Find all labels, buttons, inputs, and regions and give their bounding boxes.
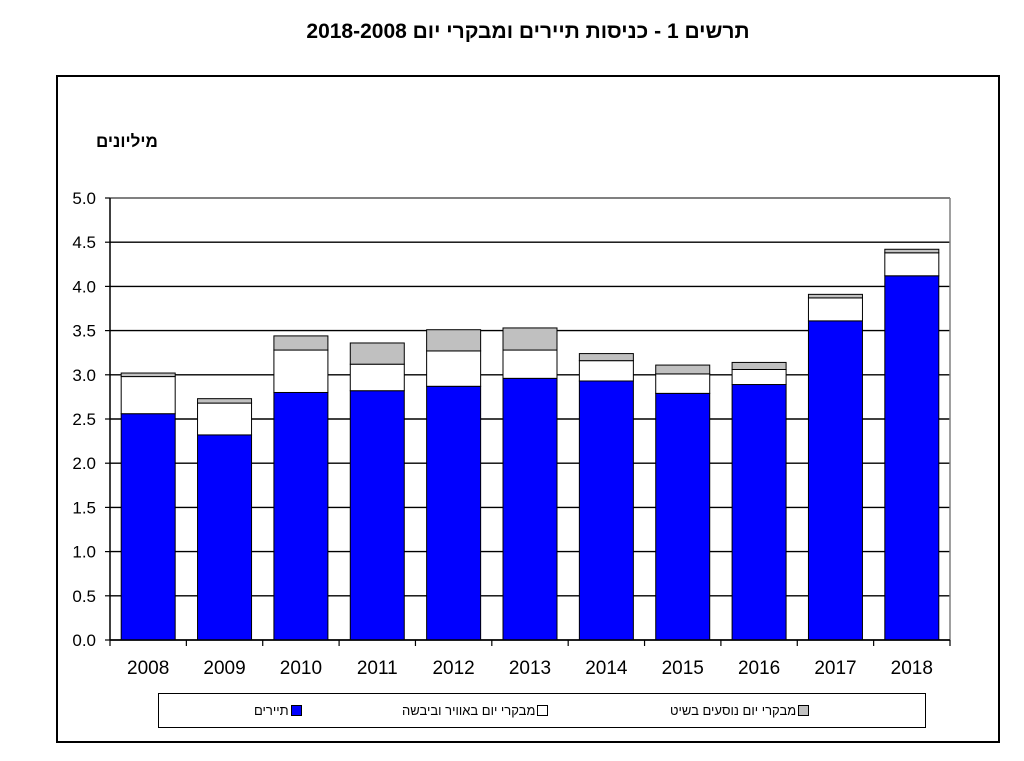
- x-tick-label: 2017: [814, 658, 856, 679]
- x-tick-label: 2015: [662, 658, 704, 679]
- bar-day-visitors-cruise: [502, 327, 558, 351]
- bar-tourists: [349, 390, 405, 641]
- bar-tourists: [197, 434, 253, 641]
- x-tick-label: 2016: [738, 658, 780, 679]
- legend-label-day-visitors-cruise: מבקרי יום נוסעים בשיט: [670, 703, 797, 718]
- bar-tourists: [655, 392, 711, 641]
- bar-day-visitors-air-land: [273, 349, 329, 393]
- bar-tourists: [884, 275, 940, 641]
- y-tick-label: 0.5: [72, 587, 96, 606]
- y-tick-label: 2.0: [72, 454, 96, 473]
- y-tick-label: 3.0: [72, 366, 96, 385]
- bar-tourists: [807, 320, 863, 641]
- bar-day-visitors-cruise: [273, 335, 329, 351]
- bar-tourists: [426, 385, 482, 641]
- x-tick-label: 2010: [280, 658, 322, 679]
- bar-day-visitors-air-land: [502, 349, 558, 379]
- legend-swatch-day-visitors-cruise: [798, 705, 810, 716]
- bar-day-visitors-air-land: [578, 360, 634, 382]
- bar-tourists: [731, 384, 787, 641]
- bar-tourists: [502, 377, 558, 641]
- bar-day-visitors-air-land: [349, 363, 405, 392]
- chart-title: תרשים 1 - כניסות תיירים ומבקרי יום 2018-…: [306, 20, 750, 43]
- x-tick-label: 2018: [891, 658, 933, 679]
- bar-day-visitors-cruise: [426, 329, 482, 352]
- bar-day-visitors-air-land: [120, 376, 176, 415]
- legend: תיירים מבקרי יום באוויר וביבשה מבקרי יום…: [158, 693, 926, 728]
- legend-label-day-visitors-air-land: מבקרי יום באוויר וביבשה: [402, 703, 536, 718]
- legend-swatch-tourists: [290, 705, 302, 716]
- x-tick-label: 2013: [509, 658, 551, 679]
- x-tick-label: 2014: [585, 658, 628, 679]
- bar-day-visitors-air-land: [884, 252, 940, 277]
- bar-tourists: [578, 380, 634, 641]
- y-axis-label: מיליונים: [96, 132, 158, 151]
- bar-day-visitors-cruise: [349, 342, 405, 365]
- bar-day-visitors-cruise: [884, 248, 940, 254]
- x-tick-label: 2011: [357, 658, 398, 679]
- bar-day-visitors-cruise: [120, 372, 176, 378]
- y-tick-label: 4.5: [72, 233, 96, 252]
- bar-tourists: [120, 413, 176, 641]
- bar-day-visitors-cruise: [807, 293, 863, 299]
- x-tick-label: 2009: [203, 658, 245, 679]
- x-tick-label: 2008: [127, 658, 169, 679]
- y-tick-label: 4.0: [72, 277, 96, 296]
- bar-day-visitors-cruise: [578, 353, 634, 362]
- bar-day-visitors-air-land: [426, 350, 482, 387]
- y-tick-label: 1.5: [72, 498, 96, 517]
- bar-tourists: [273, 391, 329, 641]
- legend-item-tourists: תיירים: [254, 703, 302, 718]
- y-tick-label: 1.0: [72, 543, 96, 562]
- legend-swatch-day-visitors-air-land: [537, 705, 549, 716]
- legend-label-tourists: תיירים: [254, 703, 289, 718]
- bar-day-visitors-air-land: [731, 368, 787, 386]
- y-tick-label: 0.0: [72, 631, 96, 650]
- x-tick-label: 2012: [432, 658, 474, 679]
- bar-day-visitors-air-land: [197, 402, 253, 436]
- bar-day-visitors-cruise: [197, 398, 253, 404]
- chart-frame: [56, 75, 1000, 743]
- y-tick-label: 5.0: [72, 189, 96, 208]
- y-tick-label: 3.5: [72, 322, 96, 341]
- bar-day-visitors-cruise: [655, 364, 711, 375]
- legend-item-day-visitors-air-land: מבקרי יום באוויר וביבשה: [402, 703, 549, 718]
- bar-day-visitors-air-land: [807, 297, 863, 322]
- legend-item-day-visitors-cruise: מבקרי יום נוסעים בשיט: [670, 703, 810, 718]
- bar-day-visitors-air-land: [655, 373, 711, 394]
- bar-day-visitors-cruise: [731, 361, 787, 370]
- y-tick-label: 2.5: [72, 410, 96, 429]
